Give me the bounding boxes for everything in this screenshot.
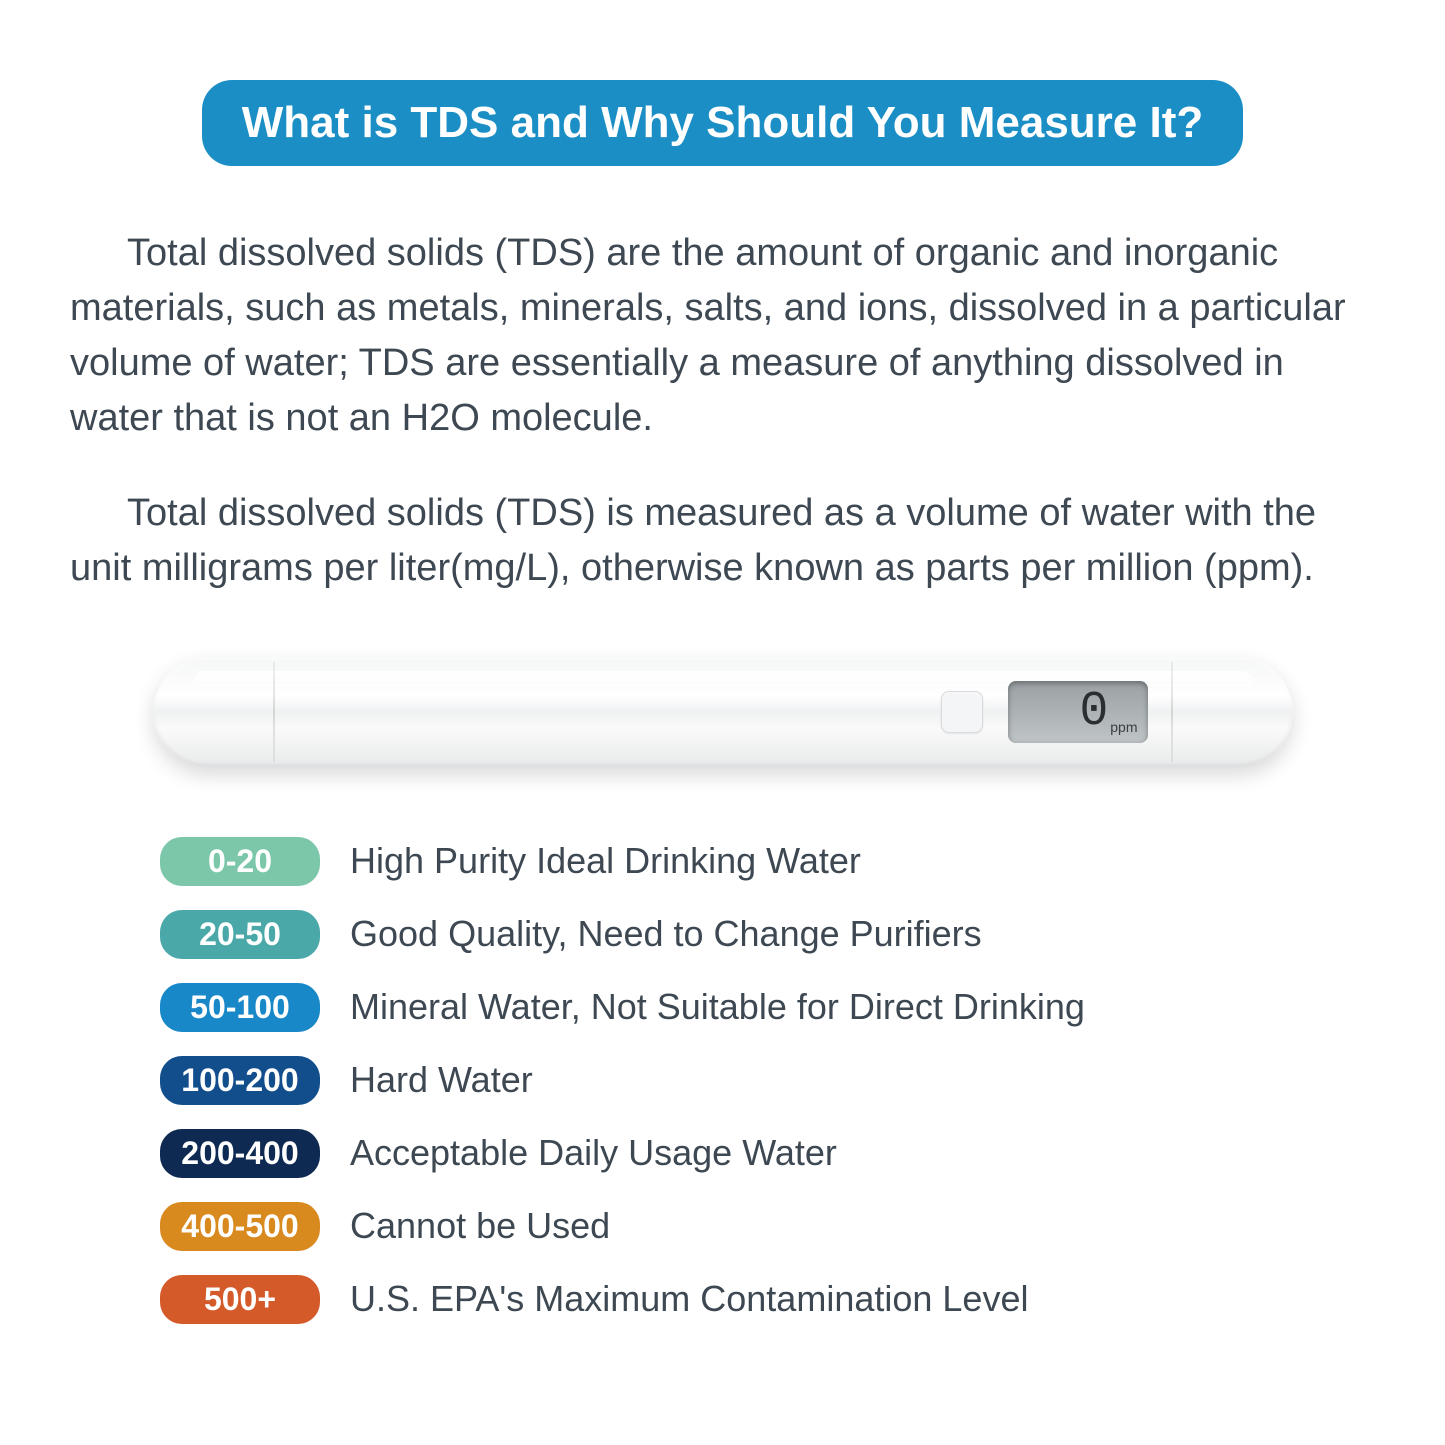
legend-badge: 50-100 <box>160 983 320 1032</box>
legend-badge: 20-50 <box>160 910 320 959</box>
legend-badge: 0-20 <box>160 837 320 886</box>
legend-label: Cannot be Used <box>350 1205 610 1247</box>
title-banner: What is TDS and Why Should You Measure I… <box>202 80 1244 166</box>
legend-row: 20-50 Good Quality, Need to Change Purif… <box>160 910 1375 959</box>
meter-seam-left <box>273 662 275 762</box>
legend-badge: 400-500 <box>160 1202 320 1251</box>
tds-legend: 0-20 High Purity Ideal Drinking Water 20… <box>160 837 1375 1324</box>
legend-label: Hard Water <box>350 1059 533 1101</box>
lcd-unit: ppm <box>1110 719 1137 735</box>
meter-power-button <box>941 691 983 733</box>
legend-row: 0-20 High Purity Ideal Drinking Water <box>160 837 1375 886</box>
legend-badge: 500+ <box>160 1275 320 1324</box>
intro-paragraph-2: Total dissolved solids (TDS) is measured… <box>70 486 1375 596</box>
legend-row: 500+ U.S. EPA's Maximum Contamination Le… <box>160 1275 1375 1324</box>
legend-row: 200-400 Acceptable Daily Usage Water <box>160 1129 1375 1178</box>
legend-label: U.S. EPA's Maximum Contamination Level <box>350 1278 1028 1320</box>
legend-label: Mineral Water, Not Suitable for Direct D… <box>350 986 1085 1028</box>
legend-row: 400-500 Cannot be Used <box>160 1202 1375 1251</box>
intro-paragraph-1: Total dissolved solids (TDS) are the amo… <box>70 226 1375 446</box>
tds-meter-body: 0 ppm <box>153 657 1293 767</box>
meter-lcd: 0 ppm <box>1008 681 1148 743</box>
legend-label: High Purity Ideal Drinking Water <box>350 840 861 882</box>
legend-label: Acceptable Daily Usage Water <box>350 1132 837 1174</box>
meter-illustration: 0 ppm <box>70 657 1375 767</box>
meter-seam-right <box>1171 662 1173 762</box>
legend-badge: 200-400 <box>160 1129 320 1178</box>
legend-row: 50-100 Mineral Water, Not Suitable for D… <box>160 983 1375 1032</box>
lcd-value: 0 <box>1079 685 1106 739</box>
legend-label: Good Quality, Need to Change Purifiers <box>350 913 982 955</box>
legend-row: 100-200 Hard Water <box>160 1056 1375 1105</box>
legend-badge: 100-200 <box>160 1056 320 1105</box>
